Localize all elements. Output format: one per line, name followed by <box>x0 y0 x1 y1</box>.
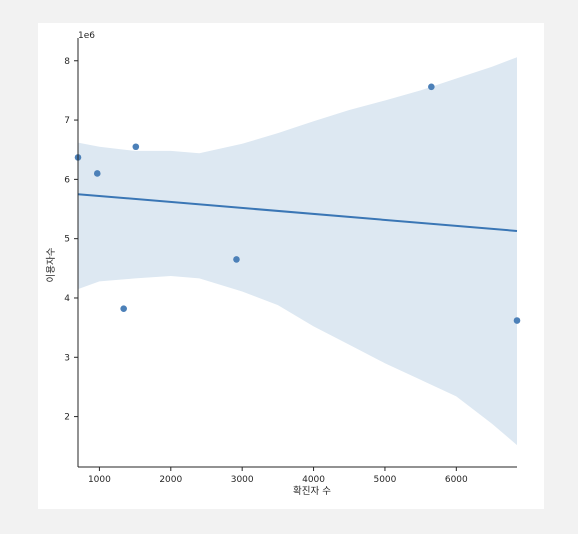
y-axis-label: 이용자수 <box>46 247 57 282</box>
y-tick-label: 8 <box>64 57 70 67</box>
scatter-point <box>513 317 521 324</box>
confidence-band <box>78 57 517 446</box>
y-ticks: 2 3 4 5 6 7 8 <box>64 57 78 423</box>
x-axis-label: 확진자 수 <box>293 485 331 497</box>
y-tick-label: 6 <box>64 175 70 185</box>
x-tick-label: 6000 <box>445 475 468 485</box>
y-tick-label: 7 <box>64 116 70 126</box>
x-tick-label: 5000 <box>373 475 396 485</box>
x-tick-label: 3000 <box>231 475 254 485</box>
y-tick-label: 4 <box>64 294 70 304</box>
scatter-point <box>132 143 140 151</box>
scatter-point <box>233 256 240 263</box>
y-tick-label: 5 <box>64 235 70 245</box>
x-tick-label: 4000 <box>302 475 325 485</box>
chart-figure: 1000 2000 3000 4000 5000 6000 2 3 4 5 6 7 8 확진자 수 이… <box>38 23 544 509</box>
scatter-point <box>93 170 101 177</box>
regression-line <box>77 193 518 232</box>
y-offset-label: 1e6 <box>78 31 95 41</box>
y-tick-label: 2 <box>64 413 70 423</box>
scatter-points <box>74 83 521 324</box>
x-ticks: 1000 2000 3000 4000 5000 6000 <box>88 467 468 485</box>
y-tick-label: 3 <box>64 353 70 363</box>
x-tick-label: 1000 <box>88 475 111 485</box>
scatter-regression-chart: 1000 2000 3000 4000 5000 6000 2 3 4 5 6 7 8 확진자 수 이… <box>46 31 521 497</box>
scatter-point <box>120 305 127 312</box>
x-tick-label: 2000 <box>159 475 182 485</box>
scatter-point <box>428 83 435 91</box>
